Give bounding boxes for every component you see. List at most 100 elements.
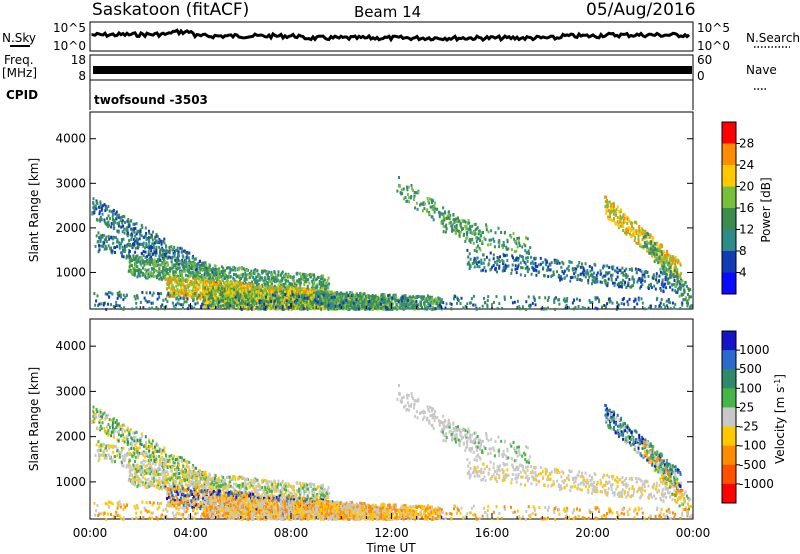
power-cell (170, 260, 173, 264)
power-cell (183, 267, 186, 271)
power-cell (107, 225, 110, 228)
power-cell (414, 206, 417, 210)
power-cell (103, 247, 106, 251)
nsearch-label: N.Search (746, 31, 800, 45)
power-cell (135, 255, 138, 258)
power-cell (230, 282, 233, 286)
power-cell (253, 278, 256, 282)
power-cell (204, 275, 207, 279)
power-cell (102, 243, 105, 247)
power-cell (150, 273, 153, 277)
power-cell (156, 258, 159, 262)
power-cell (128, 222, 131, 226)
power-cell (195, 263, 198, 267)
power-cell (445, 227, 448, 231)
power-cell (543, 274, 546, 278)
power-cell (442, 206, 445, 210)
power-cell (276, 279, 279, 282)
power-cell (222, 273, 225, 277)
power-cell (500, 231, 503, 234)
power-cell (194, 288, 197, 292)
power-cell (167, 268, 170, 271)
power-cell (482, 261, 485, 265)
power-cell (152, 246, 155, 250)
power-cell (616, 216, 619, 220)
power-cell (93, 208, 96, 212)
power-cell (246, 268, 249, 272)
power-cell (172, 272, 175, 276)
power-cell (217, 286, 220, 290)
power-cell (160, 276, 163, 280)
power-cell (534, 261, 537, 265)
power-cell (193, 290, 196, 294)
power-cell (177, 252, 180, 256)
power-cell (147, 253, 150, 257)
power-cell (252, 271, 255, 275)
power-cell (132, 267, 135, 270)
power-cell (260, 289, 263, 293)
power-cell (192, 260, 195, 264)
power-cell (168, 248, 171, 252)
power-cell (563, 276, 566, 280)
power-cell (289, 282, 292, 286)
power-cell (182, 255, 185, 259)
power-cell (632, 227, 635, 231)
power-cell (176, 267, 179, 270)
power-cell (606, 281, 609, 285)
power-cell (162, 273, 165, 276)
power-cell (507, 247, 510, 251)
power-cell (526, 259, 529, 263)
power-cell (170, 286, 173, 290)
power-cell (175, 248, 177, 252)
power-cell (152, 262, 155, 266)
power-cell (160, 239, 163, 243)
power-cell (433, 204, 436, 208)
power-cell (395, 303, 398, 307)
power-cell (482, 253, 485, 257)
power-cell (318, 279, 321, 283)
power-cell (108, 217, 111, 221)
power-cell (137, 273, 140, 277)
power-cell (162, 266, 165, 270)
power-cell (121, 215, 123, 219)
freq-tick-bottom: 8 (78, 69, 86, 83)
power-cell (339, 292, 342, 296)
power-cell (519, 273, 522, 277)
power-cell (616, 205, 619, 209)
power-cell (162, 274, 165, 278)
power-cell (255, 275, 258, 279)
power-cell (100, 234, 103, 238)
power-cell (473, 265, 476, 269)
power-cell (180, 272, 183, 276)
power-cell (304, 276, 307, 280)
power-cell (502, 240, 505, 244)
power-cell (129, 219, 132, 223)
power-cell (150, 260, 153, 264)
power-cell (305, 300, 308, 304)
power-cell (630, 229, 633, 233)
power-cell (291, 278, 294, 282)
power-cell (110, 235, 113, 239)
power-cell (420, 202, 423, 206)
power-cell (213, 283, 216, 287)
power-cell (208, 269, 211, 272)
power-cell (322, 284, 325, 288)
power-cell (207, 265, 210, 269)
power-cell (202, 277, 205, 281)
power-cell (183, 279, 186, 282)
power-cell (202, 288, 205, 291)
power-cell (494, 260, 496, 264)
power-cell (158, 277, 161, 281)
power-cell (205, 269, 208, 273)
power-cell (299, 272, 301, 276)
power-cell (300, 277, 303, 281)
power-cell (171, 256, 174, 260)
power-cell (498, 264, 501, 268)
power-cell (464, 220, 467, 224)
power-cell (312, 281, 315, 285)
power-cell (191, 295, 193, 299)
power-cell (166, 256, 169, 260)
power-cell (283, 285, 286, 289)
power-cell (173, 294, 176, 298)
cpid-program: twofsound -3503 (94, 93, 208, 107)
